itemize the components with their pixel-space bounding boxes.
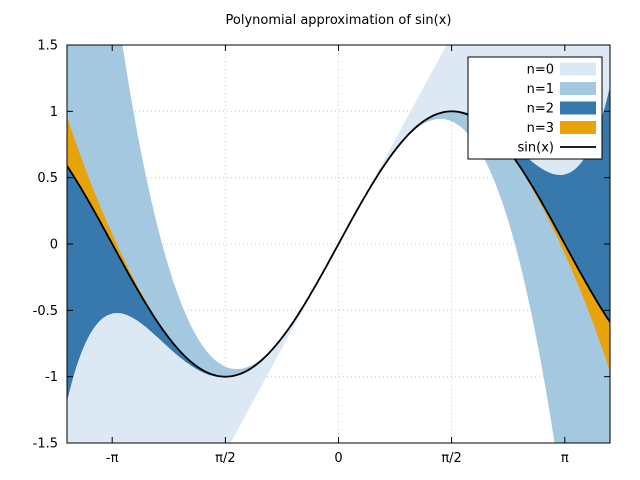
x-tick-label: -π xyxy=(106,451,119,466)
x-tick-label: 0 xyxy=(334,451,342,466)
legend-label: n=3 xyxy=(527,121,554,136)
legend-swatch xyxy=(560,62,596,76)
y-tick-label: -1 xyxy=(45,370,58,385)
y-tick-label: 1 xyxy=(50,105,58,120)
y-tick-label: 0.5 xyxy=(37,171,58,186)
legend-label: n=1 xyxy=(527,82,554,97)
y-tick-label: -1.5 xyxy=(33,437,58,452)
legend-label: n=2 xyxy=(527,102,554,117)
legend-swatch xyxy=(560,121,596,134)
legend-label: sin(x) xyxy=(518,141,554,156)
band-n=1 xyxy=(67,45,610,443)
legend-swatch xyxy=(560,101,596,115)
legend-label: n=0 xyxy=(527,63,554,78)
y-tick-label: 0 xyxy=(50,238,58,253)
x-tick-label: π xyxy=(561,451,569,466)
x-tick-label: π/2 xyxy=(441,451,461,466)
y-tick-label: 1.5 xyxy=(37,39,58,54)
chart-title: Polynomial approximation of sin(x) xyxy=(225,13,452,28)
y-tick-label: -0.5 xyxy=(33,304,58,319)
legend-swatch xyxy=(560,82,596,95)
x-tick-label: π/2 xyxy=(215,451,235,466)
sin-curve xyxy=(67,110,610,378)
